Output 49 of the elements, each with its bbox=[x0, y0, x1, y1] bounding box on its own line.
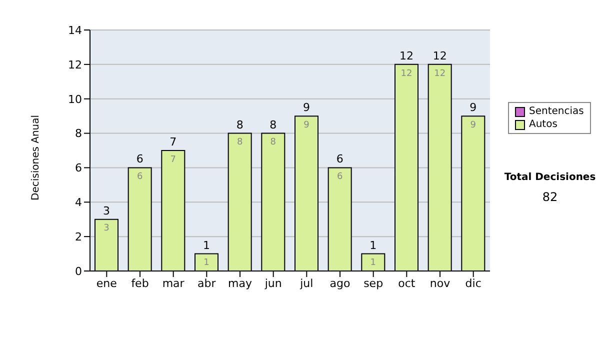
data-label: 1 bbox=[204, 258, 210, 268]
y-axis-title: Decisiones Anual bbox=[30, 114, 42, 200]
total-label: 8 bbox=[236, 118, 244, 132]
y-tick-label: 2 bbox=[75, 230, 82, 244]
y-tick-label: 0 bbox=[75, 264, 82, 278]
x-tick-label: feb bbox=[131, 276, 149, 290]
text: 82 bbox=[541, 190, 559, 204]
x-tick-label: ago bbox=[330, 276, 350, 290]
total-label: 12 bbox=[432, 49, 447, 62]
y-tick-label: 10 bbox=[68, 92, 82, 106]
y-tick-label: 8 bbox=[75, 127, 82, 140]
data-label: 12 bbox=[400, 68, 412, 79]
legend-label: Sentencias bbox=[529, 105, 584, 118]
data-label: 9 bbox=[470, 120, 476, 130]
total-label: 12 bbox=[400, 49, 414, 62]
y-tick-label: 12 bbox=[68, 58, 82, 72]
x-tick-label: may bbox=[228, 276, 252, 290]
x-tick-label: sep bbox=[364, 276, 384, 290]
total-label: 1 bbox=[203, 238, 210, 252]
x-tick-label: jun bbox=[264, 276, 282, 290]
total-label: 7 bbox=[170, 136, 177, 148]
total-label: 6 bbox=[336, 152, 344, 166]
x-tick-label: abr bbox=[198, 276, 216, 290]
total-label: 8 bbox=[270, 118, 277, 132]
x-tick-label: oct bbox=[398, 276, 416, 290]
y-tick-label: 14 bbox=[68, 24, 82, 37]
data-label: 8 bbox=[236, 138, 243, 148]
x-tick-label: dic bbox=[465, 276, 482, 290]
total-label: 3 bbox=[103, 204, 110, 218]
legend-label: Autos bbox=[529, 118, 558, 131]
data-label: 7 bbox=[170, 154, 176, 165]
data-label: 6 bbox=[136, 172, 143, 182]
data-label: 8 bbox=[270, 138, 276, 148]
text: Total Decisiones bbox=[503, 172, 597, 183]
x-tick-label: nov bbox=[430, 276, 451, 290]
y-tick-label: 4 bbox=[75, 196, 82, 210]
total-label: 1 bbox=[370, 238, 377, 252]
data-label: 6 bbox=[336, 172, 343, 182]
x-tick-label: ene bbox=[96, 276, 118, 290]
data-label: 12 bbox=[434, 68, 446, 79]
x-tick-label: mar bbox=[162, 276, 185, 290]
total-label: 9 bbox=[470, 101, 477, 114]
y-tick-label: 6 bbox=[75, 162, 82, 175]
x-tick-label: jul bbox=[299, 276, 314, 290]
data-label: 1 bbox=[370, 258, 376, 268]
total-label: 9 bbox=[303, 101, 310, 114]
data-label: 9 bbox=[304, 120, 310, 130]
total-label: 6 bbox=[136, 152, 144, 166]
data-label: 3 bbox=[104, 224, 110, 234]
